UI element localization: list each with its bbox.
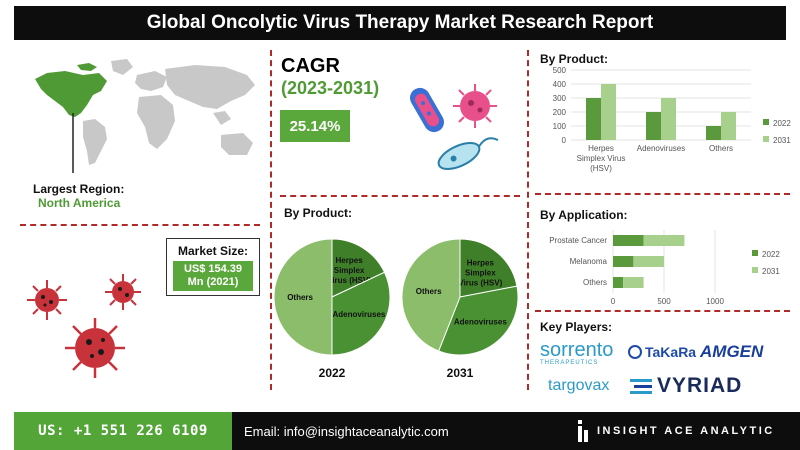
y-tick-label: Melanoma bbox=[570, 257, 608, 266]
y-tick-label: 0 bbox=[562, 136, 567, 145]
x-tick-label: (HSV) bbox=[590, 164, 612, 173]
largest-region-label: Largest Region: bbox=[33, 182, 125, 196]
divider-right bbox=[527, 50, 529, 390]
y-tick-label: 300 bbox=[553, 94, 567, 103]
market-size-value: US$ 154.39 Mn (2021) bbox=[173, 261, 253, 291]
pie-slice bbox=[401, 238, 461, 352]
pie-slice-label: Simplex bbox=[334, 266, 365, 275]
divider-right-h1 bbox=[535, 193, 790, 195]
legend-label: 2022 bbox=[762, 250, 780, 259]
report-title: Global Oncolytic Virus Therapy Market Re… bbox=[14, 6, 786, 40]
pie-slice bbox=[273, 238, 333, 356]
bacteria-illustration bbox=[410, 84, 499, 170]
sorrento-sub: THERAPEUTICS bbox=[540, 360, 599, 366]
footer-phone: US: +1 551 226 6109 bbox=[14, 412, 232, 450]
x-tick-label: 1000 bbox=[706, 297, 724, 306]
pie-slice bbox=[331, 271, 391, 356]
pie-slice-label: Virus (HSV) bbox=[458, 278, 502, 287]
pie-slice-label: Others bbox=[416, 287, 442, 296]
bar-2022 bbox=[706, 126, 721, 140]
key-players-heading: Key Players: bbox=[540, 320, 613, 334]
cagr-heading: CAGR bbox=[281, 55, 340, 77]
footer-brand: INSIGHT ACE ANALYTIC bbox=[597, 425, 775, 437]
market-size-line1: US$ 154.39 bbox=[183, 263, 243, 275]
vyriad-mark-icon bbox=[630, 379, 652, 394]
world-map bbox=[35, 59, 255, 173]
y-tick-label: 500 bbox=[553, 66, 567, 75]
y-tick-label: 200 bbox=[553, 108, 567, 117]
market-size-line2: Mn (2021) bbox=[187, 276, 239, 288]
footer-bar: Email: info@insightaceanalytic.com INSIG… bbox=[232, 412, 800, 450]
x-tick-label: Others bbox=[709, 144, 733, 153]
bar-app-heading: By Application: bbox=[540, 208, 628, 222]
bar-product-heading: By Product: bbox=[540, 52, 609, 66]
pie-section-heading: By Product: bbox=[284, 206, 353, 220]
x-tick-label: 500 bbox=[657, 297, 671, 306]
cagr-period: (2023-2031) bbox=[281, 78, 380, 98]
pie-year-label: 2031 bbox=[447, 366, 474, 380]
bar-2031 bbox=[623, 277, 644, 288]
amgen-logo: AMGEN bbox=[700, 342, 764, 361]
bar-2031 bbox=[643, 235, 685, 246]
pie-slice bbox=[437, 285, 519, 356]
divider-left-h bbox=[20, 224, 260, 226]
legend-swatch-2031 bbox=[763, 136, 769, 142]
y-tick-label: Prostate Cancer bbox=[549, 236, 607, 245]
bar-2031 bbox=[661, 98, 676, 140]
bar-2031 bbox=[633, 256, 664, 267]
pie-slice-label: Herpes bbox=[336, 256, 364, 265]
sorrento-name: sorrento bbox=[540, 339, 614, 361]
north-america-shape bbox=[35, 71, 107, 117]
legend-swatch-2022 bbox=[752, 250, 758, 256]
bar-2022 bbox=[646, 112, 661, 140]
y-tick-label: 400 bbox=[553, 80, 567, 89]
bar-2022 bbox=[586, 98, 601, 140]
bar-2031 bbox=[601, 84, 616, 140]
pie-slice bbox=[459, 238, 518, 298]
pie-slice-label: Virus (HSV) bbox=[327, 276, 371, 285]
bar-2022 bbox=[613, 256, 634, 267]
brand-mark-icon bbox=[578, 420, 588, 442]
cagr-value: 25.14% bbox=[280, 110, 350, 142]
pie-slice-label: Adenoviruses bbox=[454, 318, 507, 327]
pie-slice bbox=[331, 238, 386, 298]
vyriad-logo: VYRIAD bbox=[630, 374, 742, 398]
virus-illustration bbox=[27, 274, 141, 378]
x-tick-label: Herpes bbox=[588, 144, 614, 153]
y-tick-label: Others bbox=[583, 278, 607, 287]
y-tick-label: 100 bbox=[553, 122, 567, 131]
x-tick-label: Simplex Virus bbox=[577, 154, 626, 163]
largest-region-value: North America bbox=[38, 196, 121, 210]
takara-mark-icon bbox=[628, 345, 642, 359]
vyriad-name: VYRIAD bbox=[657, 374, 743, 397]
bar-2022 bbox=[613, 235, 644, 246]
bar-2031 bbox=[721, 112, 736, 140]
pie-slice-label: Simplex bbox=[465, 268, 496, 277]
pie-slice-label: Herpes bbox=[467, 258, 495, 267]
bar-chart-application: 0 500 1000 Prostate Cancer Melanoma Others 202… bbox=[549, 230, 780, 306]
takara-name: TaKaRa bbox=[645, 344, 697, 360]
bar-2022 bbox=[613, 277, 624, 288]
sorrento-logo: sorrento THERAPEUTICS bbox=[540, 340, 613, 366]
x-tick-label: Adenoviruses bbox=[637, 144, 685, 153]
divider-mid-h bbox=[280, 195, 520, 197]
x-tick-label: 0 bbox=[611, 297, 616, 306]
legend-swatch-2022 bbox=[763, 119, 769, 125]
legend-swatch-2031 bbox=[752, 267, 758, 273]
pie-year-label: 2022 bbox=[319, 366, 346, 380]
divider-right-h2 bbox=[535, 310, 790, 312]
targovax-logo: targovax bbox=[548, 377, 610, 394]
market-size-label: Market Size: bbox=[177, 244, 249, 258]
footer-email: Email: info@insightaceanalytic.com bbox=[244, 424, 449, 439]
pie-slice-label: Adenoviruses bbox=[332, 310, 385, 319]
pie-slice-label: Others bbox=[287, 293, 313, 302]
legend-label: 2031 bbox=[762, 267, 780, 276]
takara-logo: TaKaRa bbox=[628, 344, 696, 360]
legend-label: 2031 bbox=[773, 136, 791, 145]
divider-left bbox=[270, 50, 272, 390]
market-size-box: Market Size: US$ 154.39 Mn (2021) bbox=[166, 238, 260, 296]
legend-label: 2022 bbox=[773, 119, 791, 128]
